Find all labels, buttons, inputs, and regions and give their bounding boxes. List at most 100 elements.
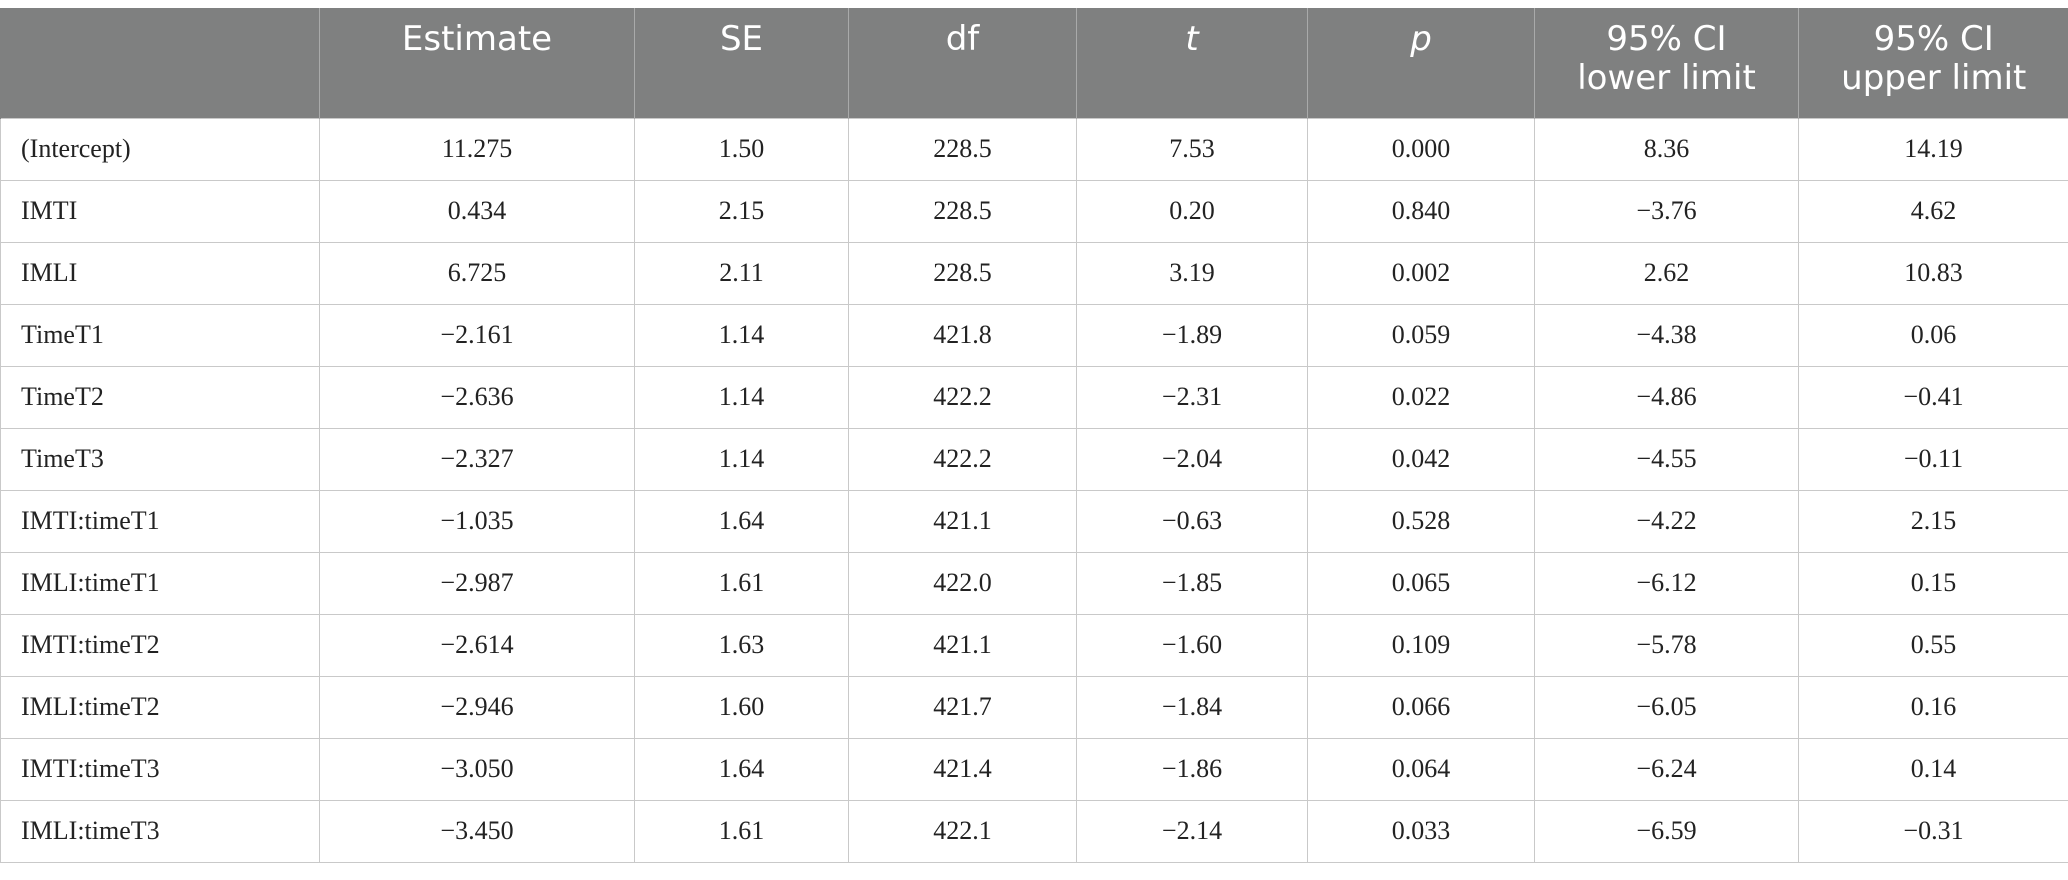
cell-estimate: −3.450 <box>319 799 635 863</box>
cell-estimate: −2.327 <box>319 427 635 491</box>
cell-ci-upper: 0.55 <box>1798 613 2068 677</box>
cell-term: (Intercept) <box>0 117 320 181</box>
cell-ci-upper: 0.14 <box>1798 737 2068 801</box>
cell-ci-upper: −0.11 <box>1798 427 2068 491</box>
cell-df: 228.5 <box>848 241 1077 305</box>
cell-se: 1.60 <box>634 675 849 739</box>
cell-estimate: −2.946 <box>319 675 635 739</box>
cell-t: −2.04 <box>1076 427 1308 491</box>
cell-t: −1.85 <box>1076 551 1308 615</box>
header-cell-df: df <box>848 8 1077 118</box>
header-cell-p: p <box>1307 8 1535 118</box>
cell-estimate: 6.725 <box>319 241 635 305</box>
table-row: IMLI:timeT2 −2.946 1.60 421.7 −1.84 0.066 −6.0… <box>0 675 2068 739</box>
cell-t: −2.31 <box>1076 365 1308 429</box>
header-line: 95% CI <box>1873 19 1994 59</box>
cell-estimate: 0.434 <box>319 179 635 243</box>
cell-estimate: 11.275 <box>319 117 635 181</box>
cell-t: −1.60 <box>1076 613 1308 677</box>
cell-ci-upper: 4.62 <box>1798 179 2068 243</box>
cell-df: 421.7 <box>848 675 1077 739</box>
cell-estimate: −2.614 <box>319 613 635 677</box>
cell-df: 228.5 <box>848 179 1077 243</box>
cell-se: 1.61 <box>634 551 849 615</box>
cell-t: 3.19 <box>1076 241 1308 305</box>
table-row: TimeT2 −2.636 1.14 422.2 −2.31 0.022 −4.86 −0.4… <box>0 365 2068 429</box>
cell-term: TimeT2 <box>0 365 320 429</box>
cell-t: −0.63 <box>1076 489 1308 553</box>
cell-df: 422.1 <box>848 799 1077 863</box>
cell-ci-lower: −6.12 <box>1534 551 1799 615</box>
cell-ci-lower: −4.22 <box>1534 489 1799 553</box>
cell-ci-upper: 0.06 <box>1798 303 2068 367</box>
cell-t: 0.20 <box>1076 179 1308 243</box>
cell-term: TimeT3 <box>0 427 320 491</box>
cell-p: 0.002 <box>1307 241 1535 305</box>
cell-df: 421.4 <box>848 737 1077 801</box>
header-line: 95% CI <box>1606 19 1727 59</box>
header-cell-ci-upper: 95% CI upper limit <box>1798 8 2068 118</box>
cell-term: IMLI <box>0 241 320 305</box>
cell-ci-lower: −4.86 <box>1534 365 1799 429</box>
cell-df: 228.5 <box>848 117 1077 181</box>
cell-ci-upper: 2.15 <box>1798 489 2068 553</box>
cell-ci-lower: −6.05 <box>1534 675 1799 739</box>
coefficients-table-container: Estimate SE df t p 95% CI lower limit 95… <box>0 8 2068 863</box>
cell-t: −2.14 <box>1076 799 1308 863</box>
cell-p: 0.022 <box>1307 365 1535 429</box>
cell-term: IMLI:timeT1 <box>0 551 320 615</box>
cell-p: 0.065 <box>1307 551 1535 615</box>
header-cell-term <box>0 8 320 118</box>
cell-p: 0.000 <box>1307 117 1535 181</box>
cell-ci-lower: 2.62 <box>1534 241 1799 305</box>
cell-se: 2.15 <box>634 179 849 243</box>
cell-p: 0.840 <box>1307 179 1535 243</box>
cell-se: 1.64 <box>634 737 849 801</box>
cell-t: −1.84 <box>1076 675 1308 739</box>
table-row: IMTI:timeT2 −2.614 1.63 421.1 −1.60 0.109 −5.7… <box>0 613 2068 677</box>
cell-term: IMTI:timeT1 <box>0 489 320 553</box>
cell-p: 0.109 <box>1307 613 1535 677</box>
cell-p: 0.528 <box>1307 489 1535 553</box>
cell-se: 1.64 <box>634 489 849 553</box>
cell-ci-upper: 14.19 <box>1798 117 2068 181</box>
header-line: upper limit <box>1841 58 2027 98</box>
cell-ci-lower: −4.38 <box>1534 303 1799 367</box>
cell-p: 0.059 <box>1307 303 1535 367</box>
cell-estimate: −2.636 <box>319 365 635 429</box>
cell-ci-upper: 0.16 <box>1798 675 2068 739</box>
cell-df: 421.1 <box>848 489 1077 553</box>
cell-term: IMTI <box>0 179 320 243</box>
cell-t: −1.89 <box>1076 303 1308 367</box>
table-row: IMLI:timeT1 −2.987 1.61 422.0 −1.85 0.065 −6.1… <box>0 551 2068 615</box>
cell-term: IMTI:timeT3 <box>0 737 320 801</box>
table-row: IMTI:timeT1 −1.035 1.64 421.1 −0.63 0.528 −4.2… <box>0 489 2068 553</box>
cell-t: −1.86 <box>1076 737 1308 801</box>
cell-df: 422.2 <box>848 427 1077 491</box>
cell-se: 2.11 <box>634 241 849 305</box>
header-cell-t: t <box>1076 8 1308 118</box>
table-row: IMLI:timeT3 −3.450 1.61 422.1 −2.14 0.033 −6.5… <box>0 799 2068 863</box>
cell-se: 1.14 <box>634 365 849 429</box>
cell-p: 0.033 <box>1307 799 1535 863</box>
table-row: TimeT3 −2.327 1.14 422.2 −2.04 0.042 −4.55 −0.1… <box>0 427 2068 491</box>
table-row: IMLI 6.725 2.11 228.5 3.19 0.002 2.62 10.83 <box>0 241 2068 305</box>
cell-ci-upper: 0.15 <box>1798 551 2068 615</box>
cell-se: 1.61 <box>634 799 849 863</box>
cell-p: 0.064 <box>1307 737 1535 801</box>
header-cell-estimate: Estimate <box>319 8 635 118</box>
cell-ci-upper: −0.41 <box>1798 365 2068 429</box>
cell-ci-lower: −4.55 <box>1534 427 1799 491</box>
cell-ci-lower: −5.78 <box>1534 613 1799 677</box>
cell-ci-upper: 10.83 <box>1798 241 2068 305</box>
cell-p: 0.042 <box>1307 427 1535 491</box>
cell-ci-lower: 8.36 <box>1534 117 1799 181</box>
cell-term: IMLI:timeT3 <box>0 799 320 863</box>
cell-df: 421.8 <box>848 303 1077 367</box>
table-header: Estimate SE df t p 95% CI lower limit 95… <box>0 8 2068 118</box>
coefficients-table: Estimate SE df t p 95% CI lower limit 95… <box>0 8 2068 863</box>
header-row: Estimate SE df t p 95% CI lower limit 95… <box>0 8 2068 118</box>
header-cell-ci-lower: 95% CI lower limit <box>1534 8 1799 118</box>
cell-estimate: −2.161 <box>319 303 635 367</box>
table-row: IMTI:timeT3 −3.050 1.64 421.4 −1.86 0.064 −6.2… <box>0 737 2068 801</box>
